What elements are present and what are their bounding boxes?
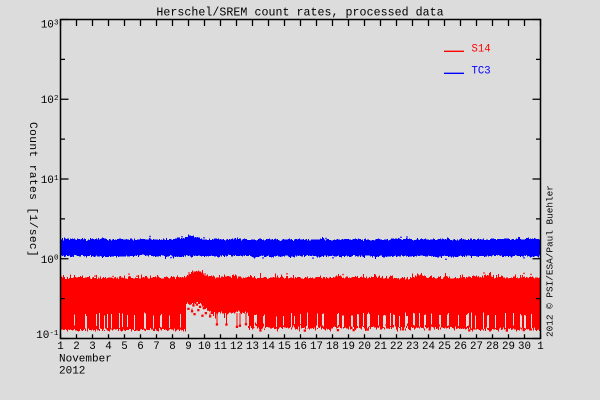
- svg-text:9: 9: [185, 341, 191, 353]
- svg-text:2012 © PSI/ESA/Paul Buehler: 2012 © PSI/ESA/Paul Buehler: [545, 185, 556, 337]
- svg-text:13: 13: [246, 341, 259, 353]
- svg-text:18: 18: [326, 341, 339, 353]
- svg-text:23: 23: [406, 341, 419, 353]
- svg-text:28: 28: [486, 341, 499, 353]
- svg-text:10: 10: [41, 95, 54, 107]
- svg-text:5: 5: [121, 341, 127, 353]
- svg-text:10: 10: [198, 341, 211, 353]
- svg-text:25: 25: [438, 341, 451, 353]
- svg-text:10: 10: [41, 175, 54, 187]
- svg-text:TC3: TC3: [472, 66, 491, 78]
- svg-text:20: 20: [358, 341, 371, 353]
- svg-text:15: 15: [278, 341, 291, 353]
- svg-text:11: 11: [214, 341, 227, 353]
- svg-text:29: 29: [502, 341, 515, 353]
- svg-text:19: 19: [342, 341, 355, 353]
- svg-text:22: 22: [390, 341, 403, 353]
- svg-text:6: 6: [137, 341, 143, 353]
- svg-text:17: 17: [310, 341, 323, 353]
- svg-text:Herschel/SREM count rates, pro: Herschel/SREM count rates, processed dat…: [156, 6, 443, 19]
- svg-text:2012: 2012: [59, 366, 85, 378]
- svg-text:3: 3: [54, 19, 59, 27]
- svg-text:1: 1: [57, 341, 63, 353]
- svg-text:0: 0: [54, 255, 59, 263]
- svg-text:November: November: [59, 354, 112, 366]
- svg-text:1: 1: [537, 341, 543, 353]
- svg-text:26: 26: [454, 341, 467, 353]
- svg-text:10: 10: [36, 330, 49, 342]
- svg-text:Count rates [1/sec]: Count rates [1/sec]: [26, 122, 38, 257]
- svg-text:1: 1: [54, 175, 59, 183]
- svg-text:24: 24: [422, 341, 435, 353]
- svg-text:16: 16: [294, 341, 307, 353]
- svg-text:21: 21: [374, 341, 387, 353]
- svg-text:2: 2: [54, 95, 59, 103]
- svg-text:2: 2: [73, 341, 79, 353]
- svg-text:8: 8: [169, 341, 175, 353]
- svg-text:4: 4: [105, 341, 111, 353]
- svg-text:30: 30: [518, 341, 531, 353]
- svg-text:12: 12: [230, 341, 243, 353]
- svg-text:10: 10: [41, 255, 54, 267]
- svg-text:3: 3: [89, 341, 95, 353]
- svg-text:14: 14: [262, 341, 275, 353]
- svg-text:7: 7: [153, 341, 159, 353]
- svg-text:27: 27: [470, 341, 483, 353]
- svg-text:-1: -1: [49, 330, 59, 338]
- svg-text:S14: S14: [472, 44, 491, 56]
- svg-text:10: 10: [41, 20, 54, 32]
